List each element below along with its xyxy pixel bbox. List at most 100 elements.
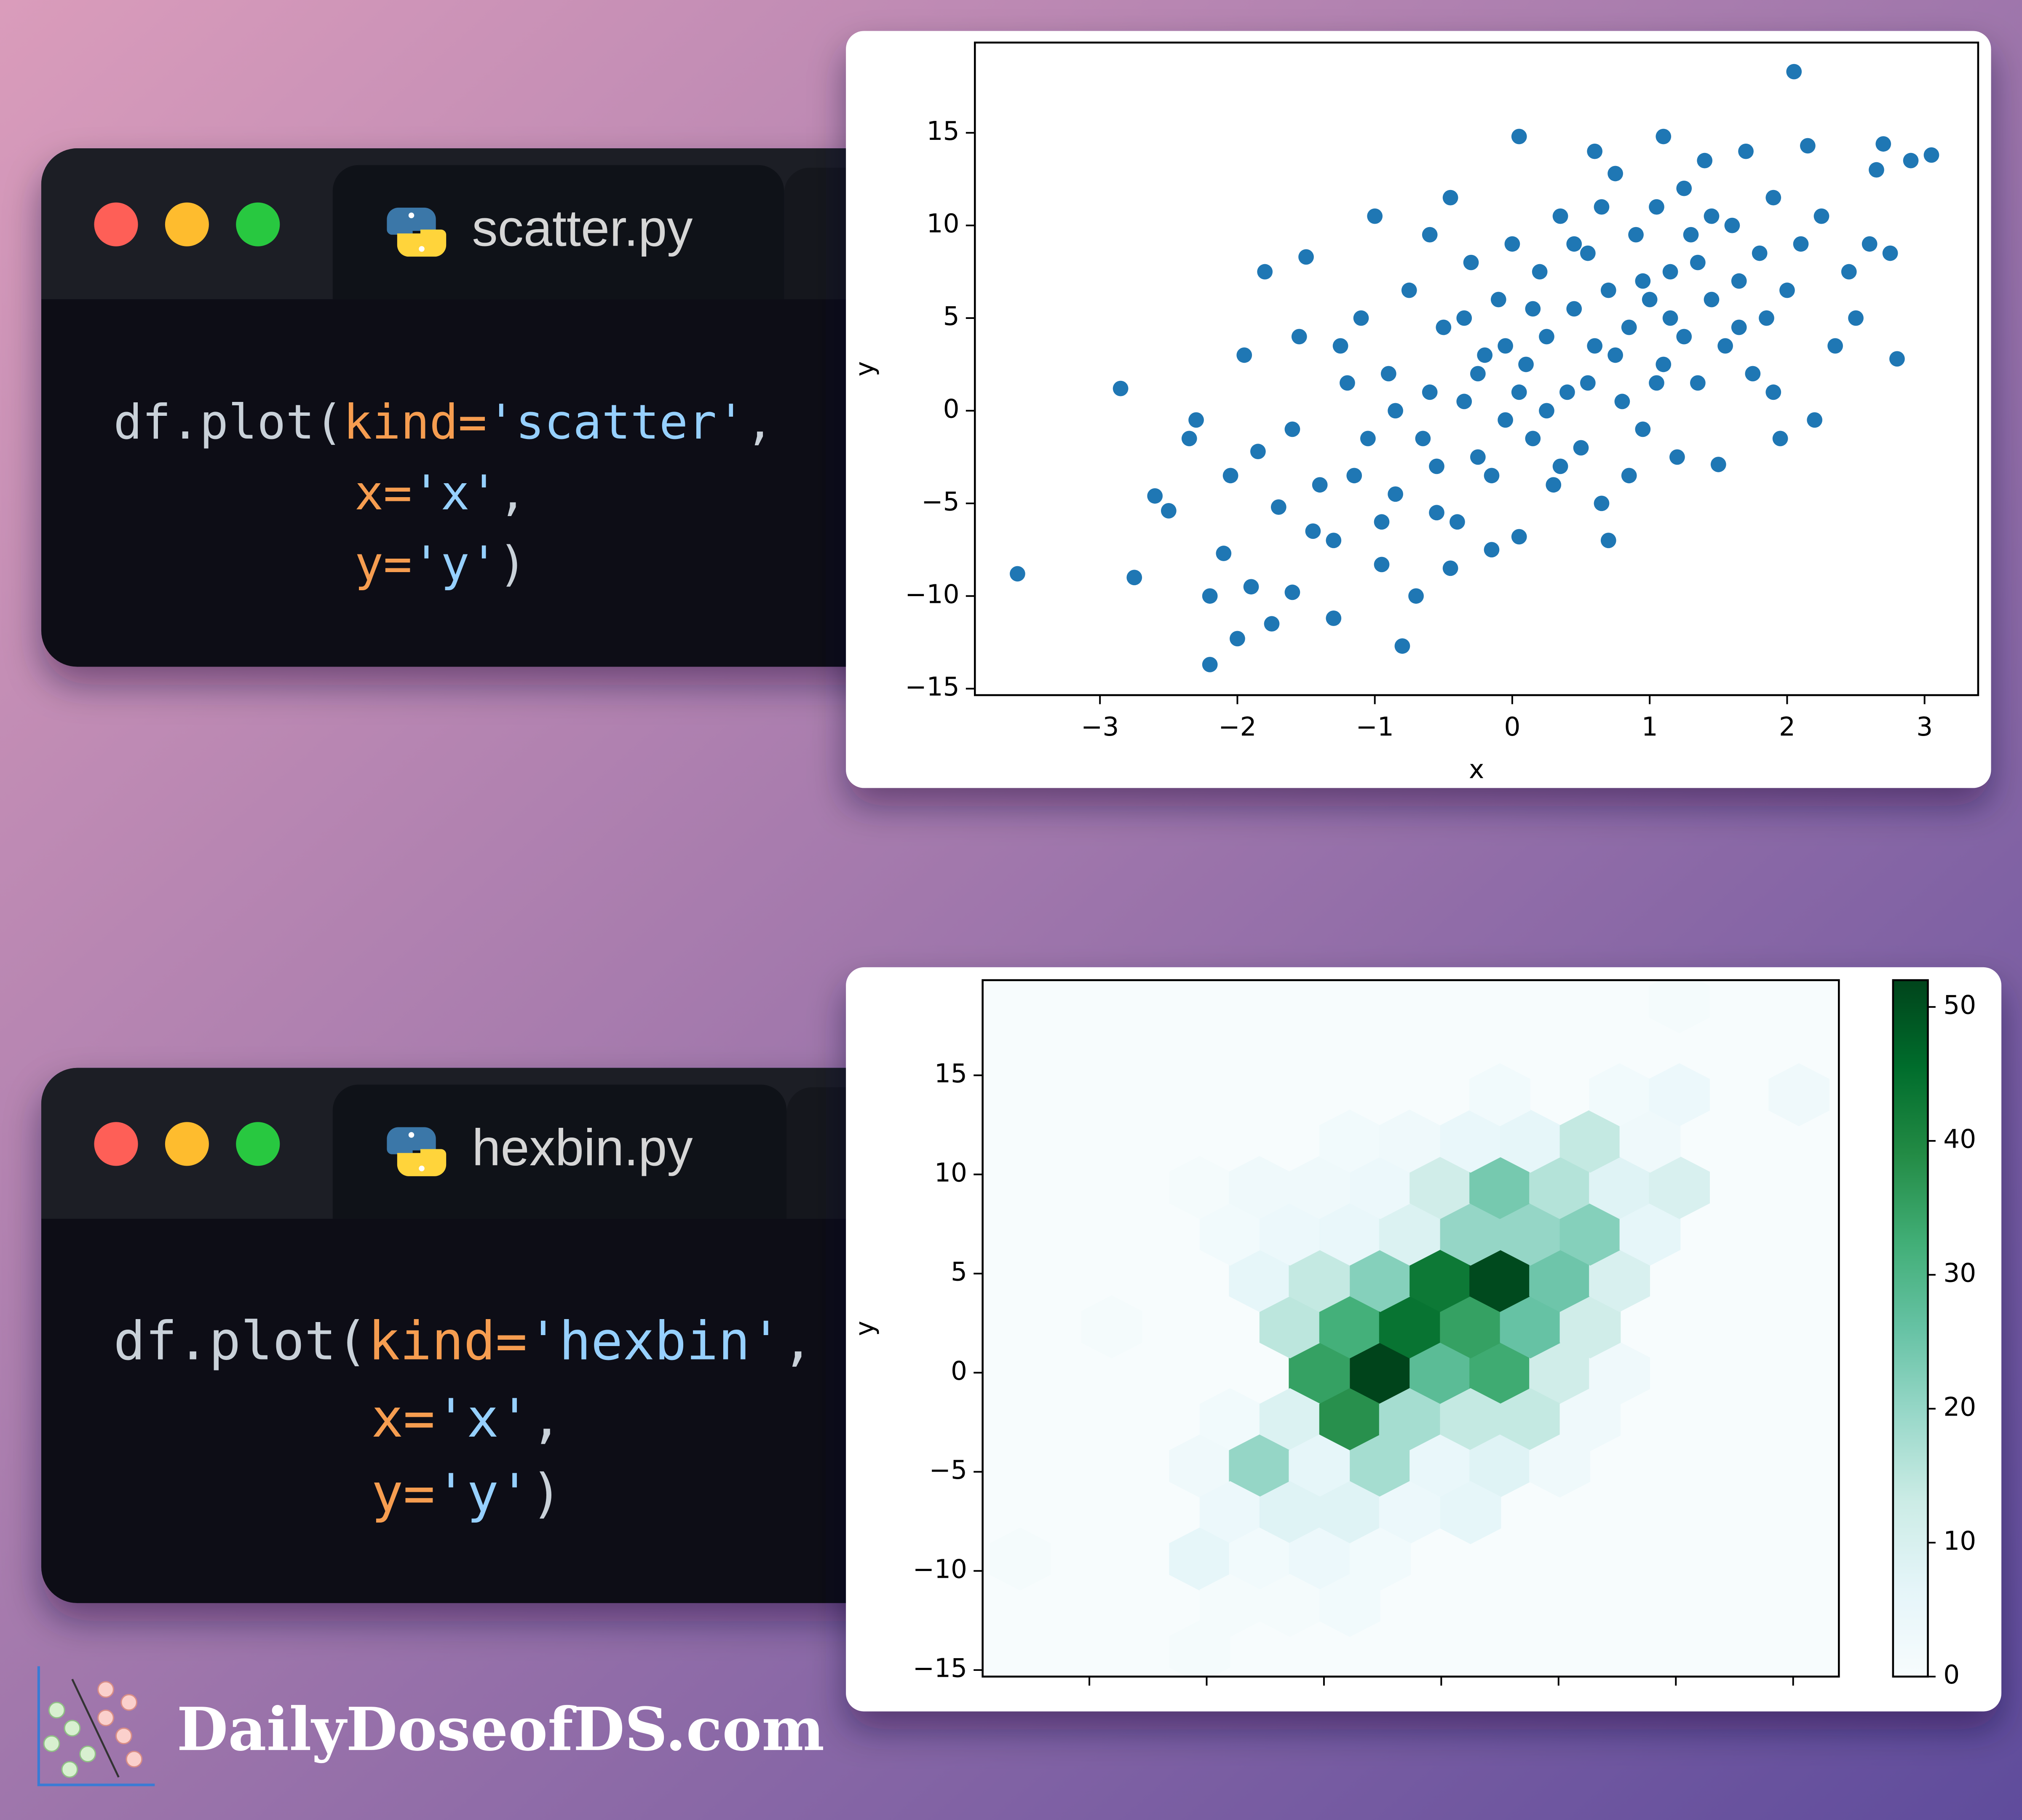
scatter-point xyxy=(1394,638,1410,654)
code-token: x= xyxy=(355,465,412,521)
brand-name: DailyDoseofDS.com xyxy=(177,1695,824,1764)
scatter-point xyxy=(1498,338,1513,354)
scatter-point xyxy=(1594,199,1610,215)
maximize-button[interactable] xyxy=(236,1122,280,1166)
scatter-point xyxy=(1621,468,1637,484)
scatter-point xyxy=(1257,264,1273,280)
plot-card xyxy=(846,31,1991,788)
scatter-point xyxy=(1312,477,1328,493)
scatter-point xyxy=(1326,533,1342,549)
scatter-point xyxy=(1504,236,1520,252)
code-token: , xyxy=(498,465,527,521)
scatter-point xyxy=(1429,458,1444,474)
minimize-button[interactable] xyxy=(165,1122,209,1166)
x-tick-label: −3 xyxy=(1081,712,1119,742)
colorbar-tick-label: 20 xyxy=(1943,1392,1976,1422)
scatter-point xyxy=(1408,588,1424,604)
scatter-point xyxy=(1353,310,1369,326)
scatter-point xyxy=(1326,610,1342,626)
tab-title[interactable]: hexbin.py xyxy=(472,1119,693,1176)
scatter-point xyxy=(1511,384,1527,400)
code-token: 'x' xyxy=(435,1387,531,1449)
code-line: y='y') xyxy=(355,536,527,592)
colorbar xyxy=(1892,979,1929,1678)
tab-title[interactable]: scatter.py xyxy=(472,199,693,257)
scatter-point xyxy=(1786,64,1802,80)
scatter-point xyxy=(1649,199,1664,215)
code-token: 'hexbin' xyxy=(527,1310,782,1372)
scatter-point xyxy=(1882,245,1898,261)
x-tick-label: 1 xyxy=(1642,712,1658,742)
scatter-point xyxy=(1717,338,1733,354)
scatter-point xyxy=(1600,282,1616,298)
code-line: df.plot(kind='hexbin', xyxy=(113,1310,813,1372)
scatter-point xyxy=(1284,421,1300,437)
scatter-point xyxy=(1587,143,1603,159)
scatter-point xyxy=(1765,384,1781,400)
scatter-point xyxy=(1827,338,1843,354)
code-token: y= xyxy=(355,536,412,592)
hexbin-cell xyxy=(1649,980,1710,1033)
code-token: , xyxy=(782,1310,814,1372)
x-axis-label: x xyxy=(1469,755,1484,784)
scatter-point xyxy=(1607,347,1623,363)
scatter-point xyxy=(1340,375,1355,391)
code-window: scatter.py df.plot(kind='scatter', x='x'… xyxy=(41,148,944,667)
code-window: hexbin.py df.plot(kind='hexbin', x='x', … xyxy=(41,1068,944,1603)
y-tick-label: −10 xyxy=(913,1554,967,1584)
scatter-point xyxy=(1477,347,1493,363)
scatter-point xyxy=(1470,366,1486,382)
scatter-point xyxy=(1552,458,1568,474)
scatter-point xyxy=(1401,282,1417,298)
scatter-point xyxy=(1422,227,1438,243)
scatter-point xyxy=(1800,138,1816,154)
hexbin-cell xyxy=(1169,1620,1230,1677)
scatter-point xyxy=(1305,523,1321,539)
scatter-point xyxy=(1848,310,1864,326)
scatter-point xyxy=(1552,208,1568,224)
colorbar-tick-label: 30 xyxy=(1943,1258,1976,1288)
scatter-point xyxy=(1456,310,1472,326)
scatter-point xyxy=(1188,412,1204,428)
y-tick-label: 15 xyxy=(927,116,960,146)
scatter-point xyxy=(1525,301,1541,317)
close-button[interactable] xyxy=(94,202,138,246)
scatter-point xyxy=(1380,366,1396,382)
scatter-point xyxy=(1628,227,1644,243)
axes-frame xyxy=(974,41,1979,696)
tab[interactable] xyxy=(332,165,784,300)
minimize-button[interactable] xyxy=(165,202,209,246)
scatter-point xyxy=(1202,588,1218,604)
scatter-point xyxy=(1807,412,1823,428)
scatter-point xyxy=(1518,356,1534,372)
close-button[interactable] xyxy=(94,1122,138,1166)
scatter-point xyxy=(1690,254,1706,270)
scatter-point xyxy=(1676,329,1692,345)
scatter-point xyxy=(1642,292,1658,308)
scatter-point xyxy=(1594,495,1610,511)
scatter-point xyxy=(1580,245,1596,261)
scatter-point xyxy=(1463,254,1479,270)
hexbin-cell xyxy=(1319,1574,1380,1637)
scatter-point xyxy=(1442,190,1458,206)
scatter-point xyxy=(1587,338,1603,354)
tab[interactable] xyxy=(332,1084,787,1219)
scatter-point xyxy=(1442,560,1458,576)
y-axis-label: y xyxy=(850,361,880,376)
hexbin-cell xyxy=(1469,1063,1530,1127)
hexbin-chart: 0 10 20 30 40 50 −15 −10 −5 0 5 10 15 y xyxy=(850,979,1976,1690)
scatter-point xyxy=(1113,380,1129,396)
scatter-point xyxy=(1635,273,1651,289)
maximize-button[interactable] xyxy=(236,202,280,246)
scatter-point xyxy=(1765,190,1781,206)
scatter-point xyxy=(1600,533,1616,549)
y-tick-label: 5 xyxy=(943,302,960,332)
scatter-point xyxy=(1573,440,1589,456)
scatter-point xyxy=(1374,514,1390,530)
scatter-point xyxy=(1484,542,1500,558)
y-tick-label: 5 xyxy=(951,1257,967,1287)
x-tick-label: −1 xyxy=(1356,712,1394,742)
code-token: kind= xyxy=(343,394,487,450)
axes-frame xyxy=(982,979,1840,1678)
